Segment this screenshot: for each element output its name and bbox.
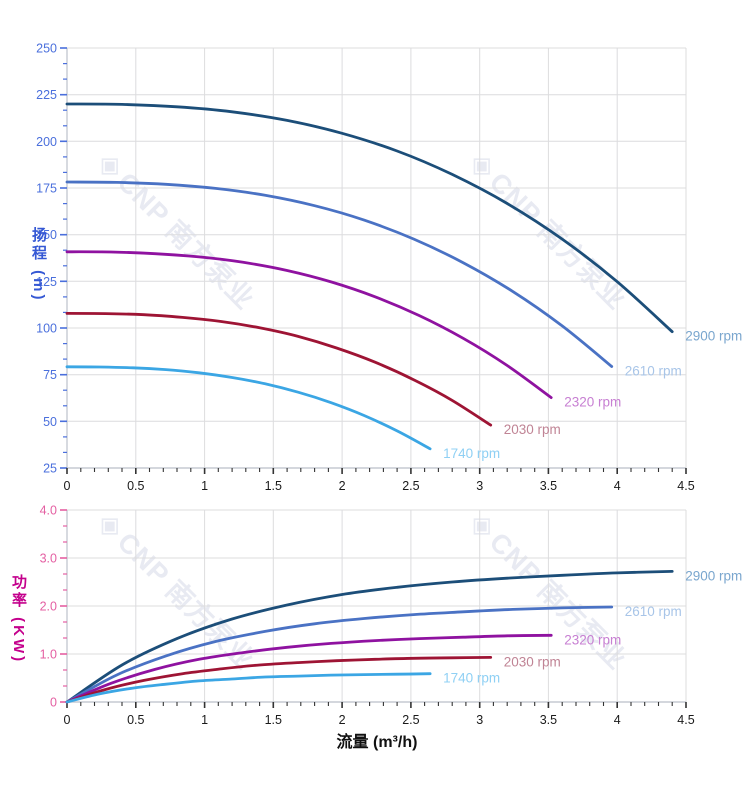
power-series-2320-rpm-label: 2320 rpm xyxy=(564,632,621,647)
head-series-1740-rpm-label: 1740 rpm xyxy=(443,446,500,461)
power-x-tick-label: 4 xyxy=(614,713,621,727)
power-series-2030-rpm-curve xyxy=(65,656,493,704)
power-series-1740-rpm-label: 1740 rpm xyxy=(443,671,500,686)
power-y-axis: 0 1.0 2.0 3.0 4.0 xyxy=(40,504,67,710)
head-y-tick-label: 175 xyxy=(36,182,57,196)
power-y-tick-label: 1.0 xyxy=(40,648,57,662)
power-series-2610-rpm-label: 2610 rpm xyxy=(625,604,682,619)
power-x-tick-label: 0.5 xyxy=(127,713,144,727)
head-series-2610-rpm-curve xyxy=(65,180,614,368)
head-y-tick-label: 150 xyxy=(36,228,57,242)
head-series-2610-rpm-label: 2610 rpm xyxy=(625,364,682,379)
power-y-tick-label: 2.0 xyxy=(40,600,57,614)
power-x-tick-label: 2.5 xyxy=(402,713,419,727)
power-x-tick-label: 4.5 xyxy=(677,713,694,727)
head-x-tick-label: 4 xyxy=(614,479,621,493)
head-y-tick-label: 125 xyxy=(36,275,57,289)
head-series-2320-rpm-label: 2320 rpm xyxy=(564,395,621,410)
head-y-tick-label: 250 xyxy=(36,42,57,56)
power-x-axis: 0 0.5 1 1.5 2 2.5 3 3.5 4 4.5 xyxy=(64,702,695,727)
head-y-axis: 25 50 75 100 125 150 175 200 225 250 xyxy=(36,42,67,476)
head-y-tick-label: 25 xyxy=(43,462,57,476)
head-x-tick-label: 1 xyxy=(201,479,208,493)
power-series-2900-rpm-label: 2900 rpm xyxy=(685,568,742,583)
power-series-2610-rpm-curve xyxy=(65,605,614,704)
head-y-tick-label: 225 xyxy=(36,88,57,102)
power-y-tick-label: 3.0 xyxy=(40,552,57,566)
head-x-tick-label: 2.5 xyxy=(402,479,419,493)
head-x-tick-label: 3.5 xyxy=(540,479,557,493)
power-x-tick-label: 1 xyxy=(201,713,208,727)
power-y-tick-label: 0 xyxy=(50,696,57,710)
head-x-tick-label: 0 xyxy=(64,479,71,493)
head-series-2030-rpm-curve xyxy=(65,312,493,427)
flow-x-axis-title: 流量 (m³/h) xyxy=(336,734,418,751)
power-series-2030-rpm-label: 2030 rpm xyxy=(504,654,561,669)
power-series-1740-rpm-curve xyxy=(65,672,432,704)
head-gridlines xyxy=(67,47,687,468)
power-chart: 0 1.0 2.0 3.0 4.0 0 0.5 1 1.5 2 2.5 3 3.5 4 4.5 2900 rp… xyxy=(40,504,743,728)
head-x-tick-label: 4.5 xyxy=(677,479,694,493)
power-x-tick-label: 0 xyxy=(64,713,71,727)
power-y-tick-label: 4.0 xyxy=(40,504,57,518)
power-x-tick-label: 3 xyxy=(476,713,483,727)
head-y-tick-label: 75 xyxy=(43,368,57,382)
head-y-tick-label: 100 xyxy=(36,322,57,336)
head-x-tick-label: 2 xyxy=(339,479,346,493)
head-y-tick-label: 200 xyxy=(36,135,57,149)
head-x-tick-label: 3 xyxy=(476,479,483,493)
power-y-axis-title: 功率 (KW) xyxy=(10,574,27,665)
power-series-2900-rpm-curve xyxy=(65,570,674,704)
head-series-2030-rpm-label: 2030 rpm xyxy=(504,422,561,437)
head-y-tick-label: 50 xyxy=(43,415,57,429)
power-series-2320-rpm-curve xyxy=(65,633,553,704)
head-chart: 25 50 75 100 125 150 175 200 225 250 0 0.5 1 1.5 2 2.5 3… xyxy=(36,42,742,494)
power-x-tick-label: 3.5 xyxy=(540,713,557,727)
head-x-tick-label: 1.5 xyxy=(265,479,282,493)
power-x-tick-label: 1.5 xyxy=(265,713,282,727)
head-series-2900-rpm-curve xyxy=(65,102,674,334)
power-x-tick-label: 2 xyxy=(339,713,346,727)
head-series-2900-rpm-label: 2900 rpm xyxy=(685,329,742,344)
head-series-2320-rpm-curve xyxy=(65,250,553,399)
head-y-axis-title: 扬程 (m) xyxy=(30,227,47,303)
head-x-tick-label: 0.5 xyxy=(127,479,144,493)
head-x-axis: 0 0.5 1 1.5 2 2.5 3 3.5 4 4.5 xyxy=(64,468,695,493)
head-series-1740-rpm-curve xyxy=(65,365,432,451)
